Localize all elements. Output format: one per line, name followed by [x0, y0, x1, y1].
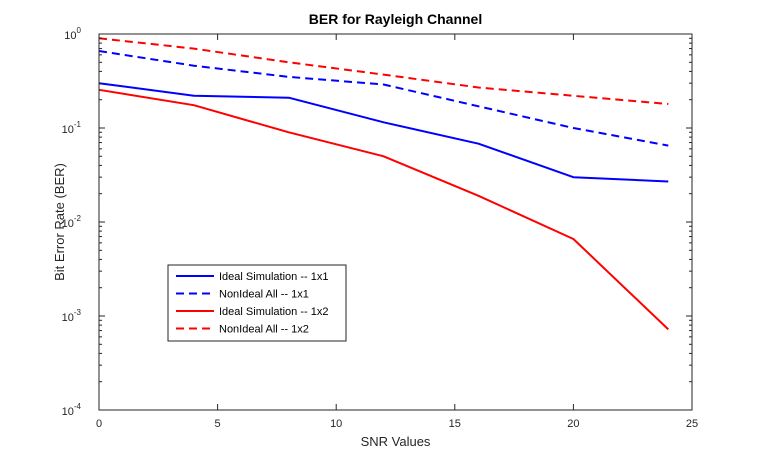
- series-line-2: [98, 50, 669, 147]
- x-tick-label: 20: [567, 418, 579, 430]
- x-axis-title: SNR Values: [361, 434, 431, 449]
- y-tick-label: 10-4: [62, 402, 82, 418]
- plot-area: [99, 34, 692, 410]
- y-tick-label: 10-2: [62, 214, 82, 230]
- x-tick-label: 15: [449, 418, 461, 430]
- x-tick-label: 0: [96, 418, 102, 430]
- legend-label-1: Ideal Simulation -- 1x1: [219, 271, 328, 283]
- series-layer: [98, 37, 669, 331]
- y-tick-label: 100: [64, 26, 81, 42]
- legend-label-3: Ideal Simulation -- 1x2: [219, 306, 328, 318]
- x-tick-label: 5: [215, 418, 221, 430]
- legend-label-2: NonIdeal All -- 1x1: [219, 289, 309, 301]
- x-tick-label: 10: [330, 418, 342, 430]
- series-line-4: [98, 37, 669, 105]
- y-tick-label: 10-1: [62, 120, 82, 136]
- axes-layer: 0 5 10 15 20 25 10-4 10-3 10-2 10-1 100: [62, 26, 699, 430]
- series-line-3: [98, 88, 669, 331]
- series-line-1: [98, 82, 669, 183]
- legend-box: [167, 264, 347, 342]
- y-axis-title: Bit Error Rate (BER): [52, 163, 67, 281]
- legend: Ideal Simulation -- 1x1 NonIdeal All -- 1…: [167, 264, 347, 342]
- legend-label-4: NonIdeal All -- 1x2: [219, 324, 309, 336]
- chart-title: BER for Rayleigh Channel: [309, 11, 482, 27]
- x-tick-label: 25: [686, 418, 698, 430]
- y-tick-label: 10-3: [62, 308, 82, 324]
